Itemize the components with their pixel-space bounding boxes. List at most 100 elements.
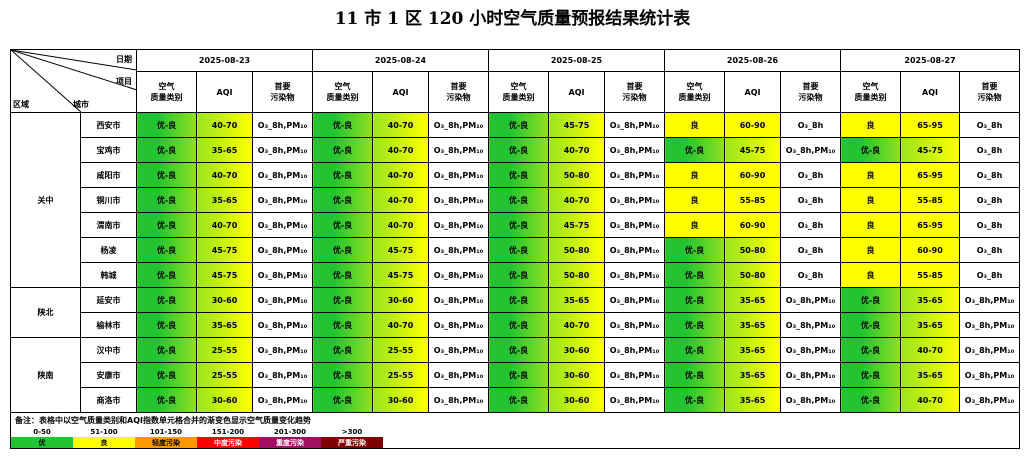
pollutant-cell: O₃_8h,PM₁₀ — [252, 212, 313, 238]
category-cell: 良 — [840, 237, 901, 263]
header-category-line1: 空气 — [686, 82, 703, 91]
header-date-label: 日期 — [116, 55, 132, 64]
category-cell: 优-良 — [312, 262, 373, 288]
header-pollutant-line2: 污染物 — [622, 93, 647, 102]
category-cell: 良 — [664, 212, 725, 238]
header-category-cell: 空气 质量类别 — [840, 71, 901, 113]
header-city-label: 城市 — [73, 100, 89, 109]
header-region-label: 区域 — [13, 100, 29, 109]
region-cell: 陕北 — [10, 287, 81, 338]
pollutant-cell: O₃_8h,PM₁₀ — [604, 312, 665, 338]
pollutant-cell: O₃_8h,PM₁₀ — [780, 137, 841, 163]
category-cell: 优-良 — [664, 337, 725, 363]
header-aqi-cell: AQI — [548, 71, 605, 113]
pollutant-cell: O₃_8h — [780, 162, 841, 188]
category-cell: 优-良 — [488, 162, 549, 188]
header-category-line1: 空气 — [334, 82, 351, 91]
aqi-cell: 35-65 — [196, 137, 253, 163]
aqi-cell: 45-75 — [900, 137, 960, 163]
header-pollutant-cell: 首要 污染物 — [604, 71, 665, 113]
category-cell: 优-良 — [840, 337, 901, 363]
legend-table: 0-50 51-100 101-150 151-200 201-300 >300 优良轻度污… — [11, 427, 383, 448]
header-category-line2: 质量类别 — [678, 93, 711, 102]
header-pollutant-line2: 污染物 — [798, 93, 823, 102]
aqi-cell: 30-60 — [548, 387, 605, 413]
aqi-cell: 40-70 — [548, 137, 605, 163]
aqi-cell: 35-65 — [724, 312, 781, 338]
forecast-table: 日期 项目 区域 城市 2025-08-23 2025-08-24 2025-08-25 20… — [10, 49, 1020, 449]
pollutant-cell: O₃_8h,PM₁₀ — [604, 162, 665, 188]
header-pollutant-cell: 首要 污染物 — [428, 71, 489, 113]
pollutant-cell: O₃_8h,PM₁₀ — [780, 362, 841, 388]
pollutant-cell: O₃_8h,PM₁₀ — [604, 112, 665, 138]
table-row: 宝鸡市 优-良 35-65 O₃_8h,PM₁₀ 优-良 40-70 O₃_8h,PM₁₀ 优… — [11, 137, 1020, 163]
category-cell: 良 — [840, 212, 901, 238]
header-category-cell: 空气 质量类别 — [312, 71, 373, 113]
pollutant-cell: O₃_8h,PM₁₀ — [428, 237, 489, 263]
category-cell: 优-良 — [664, 237, 725, 263]
aqi-cell: 60-90 — [724, 112, 781, 138]
pollutant-cell: O₃_8h,PM₁₀ — [252, 187, 313, 213]
aqi-cell: 45-75 — [196, 237, 253, 263]
category-cell: 优-良 — [136, 212, 197, 238]
city-cell: 韩城 — [80, 262, 137, 288]
aqi-cell: 25-55 — [372, 362, 429, 388]
legend-label-line: 优良轻度污染 中度污染 重度污染 严重污染 — [11, 437, 383, 448]
legend-cell: 0-50 51-100 101-150 151-200 201-300 >300 优良轻度污… — [10, 427, 1020, 449]
pollutant-cell: O₃_8h,PM₁₀ — [252, 362, 313, 388]
table-row: 关中 西安市 优-良 40-70 O₃_8h,PM₁₀ 优-良 40-70 O₃_8h,PM₁… — [10, 112, 1020, 288]
pollutant-cell: O₃_8h,PM₁₀ — [604, 337, 665, 363]
legend-swatch: 轻度污染 — [135, 437, 197, 448]
legend-range: 51-100 — [90, 428, 118, 436]
header-category-line2: 质量类别 — [150, 93, 183, 102]
pollutant-cell: O₃_8h,PM₁₀ — [252, 112, 313, 138]
note-text: 备注：表格中以空气质量类别和AQI指数单元格合并的渐变色显示空气质量变化趋势 — [10, 412, 1020, 427]
pollutant-cell: O₃_8h,PM₁₀ — [604, 212, 665, 238]
aqi-cell: 35-65 — [196, 187, 253, 213]
aqi-cell: 55-85 — [724, 187, 781, 213]
header-category-line1: 空气 — [158, 82, 175, 91]
aqi-cell: 60-90 — [900, 237, 960, 263]
category-cell: 优-良 — [312, 137, 373, 163]
pollutant-cell: O₃_8h,PM₁₀ — [428, 362, 489, 388]
category-cell: 优-良 — [488, 387, 549, 413]
category-cell: 优-良 — [312, 162, 373, 188]
pollutant-cell: O₃_8h — [959, 262, 1020, 288]
aqi-cell: 25-55 — [196, 337, 253, 363]
pollutant-cell: O₃_8h,PM₁₀ — [959, 312, 1020, 338]
header-pollutant-line1: 首要 — [981, 82, 998, 91]
pollutant-cell: O₃_8h,PM₁₀ — [428, 162, 489, 188]
category-cell: 优-良 — [136, 237, 197, 263]
city-cell: 商洛市 — [80, 387, 137, 413]
header-date-cell: 2025-08-23 — [136, 49, 313, 72]
pollutant-cell: O₃_8h — [780, 187, 841, 213]
region-cell: 关中 — [10, 112, 81, 288]
aqi-cell: 60-90 — [724, 162, 781, 188]
category-cell: 优-良 — [664, 137, 725, 163]
table-row: 杨凌 优-良 45-75 O₃_8h,PM₁₀ 优-良 45-75 O₃_8h,PM₁₀ 优-… — [11, 237, 1020, 263]
category-cell: 良 — [664, 162, 725, 188]
header-pollutant-line2: 污染物 — [270, 93, 295, 102]
pollutant-cell: O₃_8h,PM₁₀ — [604, 287, 665, 313]
category-cell: 优-良 — [664, 287, 725, 313]
aqi-cell: 40-70 — [372, 162, 429, 188]
category-cell: 优-良 — [136, 112, 197, 138]
category-cell: 优-良 — [136, 187, 197, 213]
header-category-cell: 空气 质量类别 — [488, 71, 549, 113]
header-category-line2: 质量类别 — [502, 93, 535, 102]
aqi-cell: 45-75 — [724, 137, 781, 163]
header-date-cell: 2025-08-27 — [840, 49, 1020, 72]
header-pollutant-cell: 首要 污染物 — [780, 71, 841, 113]
category-cell: 良 — [840, 162, 901, 188]
page-title: 11 市 1 区 120 小时空气质量预报结果统计表 — [334, 9, 691, 29]
pollutant-cell: O₃_8h,PM₁₀ — [604, 137, 665, 163]
aqi-cell: 40-70 — [900, 387, 960, 413]
category-cell: 优-良 — [488, 212, 549, 238]
category-cell: 优-良 — [488, 362, 549, 388]
legend-swatch: 优 — [11, 437, 73, 448]
aqi-cell: 35-65 — [724, 387, 781, 413]
table-row: 商洛市 优-良 30-60 O₃_8h,PM₁₀ 优-良 30-60 O₃_8h,PM₁₀ 优… — [11, 387, 1020, 413]
table-row: 陕北 延安市 优-良 30-60 O₃_8h,PM₁₀ 优-良 30-60 O₃_8h,PM₁… — [10, 287, 1020, 338]
category-cell: 优-良 — [136, 337, 197, 363]
category-cell: 优-良 — [312, 212, 373, 238]
